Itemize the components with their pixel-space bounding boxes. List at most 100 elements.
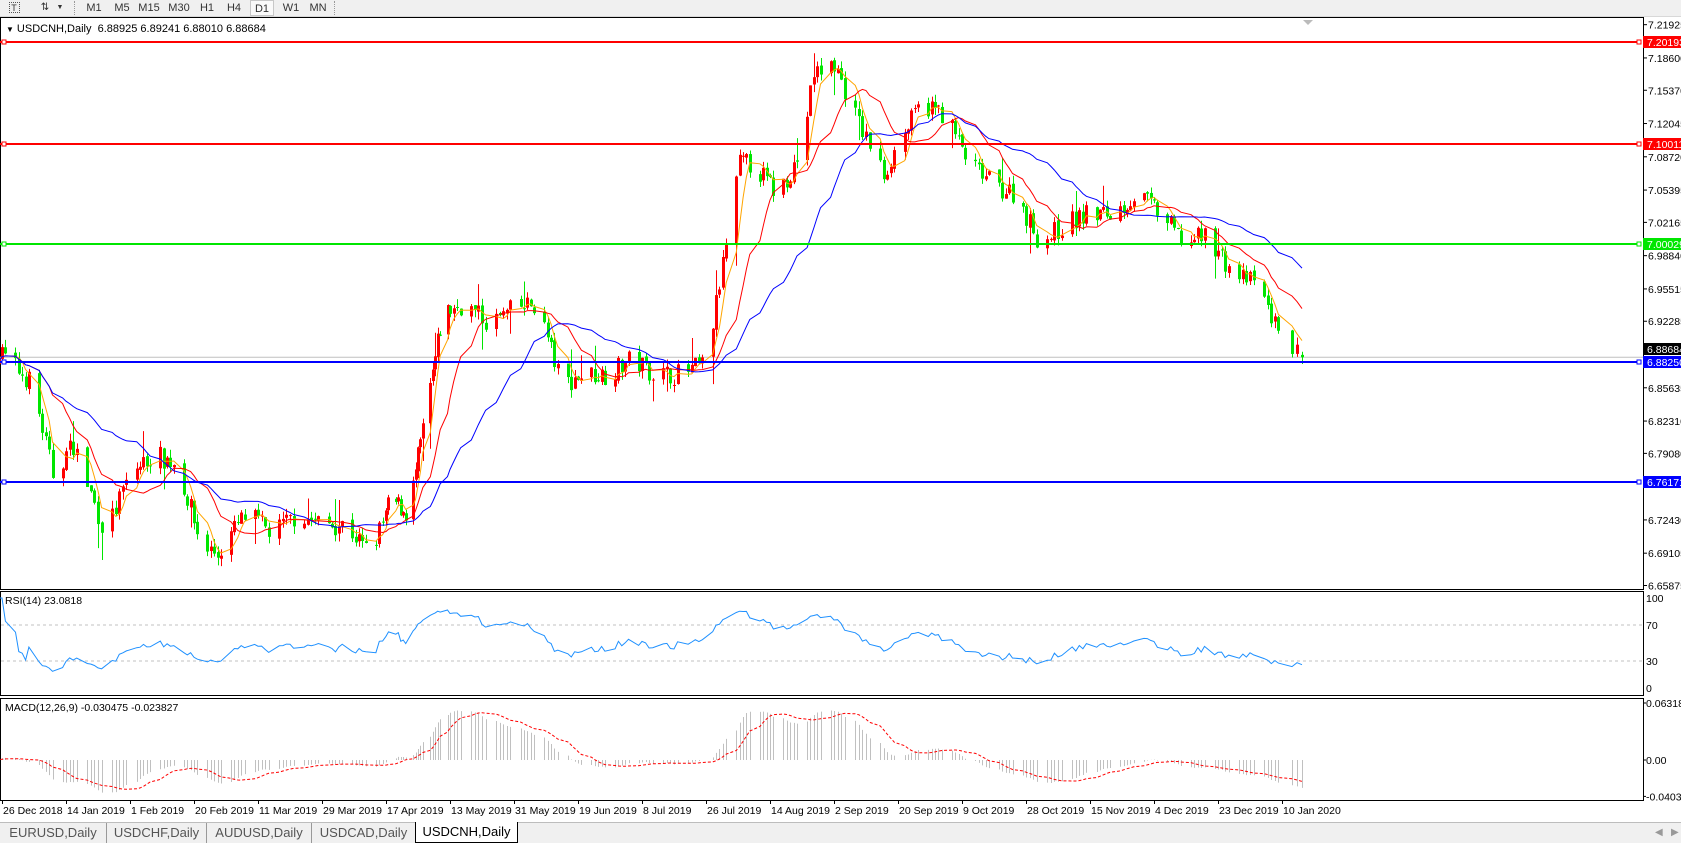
candle-body — [1263, 281, 1266, 297]
rsi-line — [0, 597, 1303, 672]
candle — [142, 431, 145, 470]
timeframe-m1-button[interactable]: M1 — [86, 2, 102, 14]
tab-usdcnh[interactable]: USDCNH,Daily — [415, 822, 518, 843]
candle — [628, 350, 631, 366]
dropdown-arrow-icon[interactable]: ▼ — [56, 4, 64, 11]
tab-usdchf[interactable]: USDCHF,Daily — [107, 823, 207, 843]
rsi-tick-label: 0 — [1646, 683, 1652, 695]
candle-body — [701, 357, 704, 364]
candle-body — [958, 135, 961, 137]
candle-body — [597, 380, 600, 382]
candle — [1296, 337, 1299, 357]
candle — [1177, 227, 1180, 230]
candle-body — [725, 243, 728, 259]
tab-audusd[interactable]: AUDUSD,Daily — [207, 823, 312, 843]
candle-body — [1036, 234, 1039, 248]
line-handle-left — [1, 141, 7, 147]
candle — [652, 378, 655, 402]
timeframe-m5-button[interactable]: M5 — [114, 2, 130, 14]
candle-body — [543, 312, 546, 323]
candle-body — [854, 100, 857, 108]
candle — [25, 372, 28, 391]
line-handle-left — [1, 39, 7, 45]
candle-body — [1119, 206, 1122, 221]
candle-body — [62, 468, 65, 479]
chart-window[interactable]: 7.21925 7.18600 7.15370 7.12045 7.08720 7.053… — [0, 0, 1681, 822]
candle-body — [0, 357, 1, 365]
candle — [712, 328, 715, 385]
timeframe-m15-button[interactable]: M15 — [138, 2, 160, 14]
candle-body — [869, 132, 872, 149]
candle-body — [1301, 354, 1304, 358]
candle — [910, 108, 913, 136]
rsi-label: RSI(14) 23.0818 — [5, 595, 83, 607]
candle-body — [1200, 228, 1203, 242]
candle — [375, 540, 378, 551]
candle — [520, 295, 523, 308]
candle-body — [244, 514, 247, 520]
candle-body — [1249, 271, 1252, 282]
timeframe-m30-button[interactable]: M30 — [168, 2, 190, 14]
time-tick-label: 26 Jul 2019 — [707, 805, 761, 817]
scroll-right-icon[interactable]: ▶ — [1671, 827, 1679, 838]
current-price-box — [1643, 343, 1681, 355]
candle — [840, 61, 843, 81]
time-tick-label: 19 Jun 2019 — [579, 805, 637, 817]
candle-body — [749, 154, 752, 173]
candle-body — [93, 490, 96, 503]
candle — [111, 500, 114, 538]
candle — [547, 317, 550, 342]
candle-body — [641, 357, 644, 371]
candle-body — [617, 358, 620, 381]
candle-body — [1146, 192, 1149, 194]
line-handle-left — [1, 241, 7, 247]
candle-body — [833, 60, 836, 72]
candle-body — [1267, 295, 1270, 305]
timeframe-d1-button[interactable]: D1 — [250, 0, 274, 16]
candle-body — [432, 369, 435, 382]
ma-mid-line — [0, 88, 1303, 535]
candles — [0, 53, 1304, 567]
time-tick-label: 11 Mar 2019 — [259, 805, 317, 817]
tab-eurusd[interactable]: EURUSD,Daily — [0, 823, 107, 843]
time-tick-label: 17 Apr 2019 — [387, 805, 444, 817]
time-tick-label: 14 Aug 2019 — [771, 805, 830, 817]
time-tick-label: 20 Sep 2019 — [899, 805, 959, 817]
horizontal-line-price-box — [1643, 138, 1681, 150]
candle — [1025, 204, 1028, 234]
candle-body — [196, 521, 199, 535]
candle-body — [648, 362, 651, 381]
timeframe-h4-button[interactable]: H4 — [226, 2, 242, 14]
scroll-left-icon[interactable]: ◀ — [1655, 827, 1663, 838]
candle — [958, 128, 961, 140]
candle — [820, 58, 823, 81]
tab-usdcad[interactable]: USDCAD,Daily — [312, 823, 416, 843]
candle — [772, 170, 775, 202]
time-tick-label: 28 Oct 2019 — [1027, 805, 1084, 817]
candle-body — [1217, 250, 1220, 257]
candle — [48, 430, 51, 455]
text-tool-icon[interactable]: T — [6, 0, 22, 16]
arrows-objects-icon[interactable]: ⇅ — [40, 2, 50, 13]
candle-body — [1253, 270, 1256, 281]
candle-body — [1, 347, 4, 359]
candle-body — [1221, 249, 1224, 251]
timeframe-w1-button[interactable]: W1 — [282, 2, 300, 14]
candle-body — [1057, 220, 1060, 239]
collapse-triangle-icon[interactable]: ▼ — [6, 25, 14, 34]
candle-body — [317, 516, 320, 521]
candle — [405, 509, 408, 526]
candle — [749, 150, 752, 178]
candle-body — [163, 448, 166, 469]
candle-body — [715, 295, 718, 330]
timeframe-mn-button[interactable]: MN — [309, 2, 327, 14]
candle-body — [742, 155, 745, 157]
candle — [310, 511, 313, 527]
candle-body — [240, 512, 243, 524]
candle-body — [547, 322, 550, 338]
candle-body — [1126, 209, 1129, 215]
candle-body — [447, 305, 450, 335]
timeframe-h1-button[interactable]: H1 — [199, 2, 215, 14]
candle — [28, 368, 31, 395]
